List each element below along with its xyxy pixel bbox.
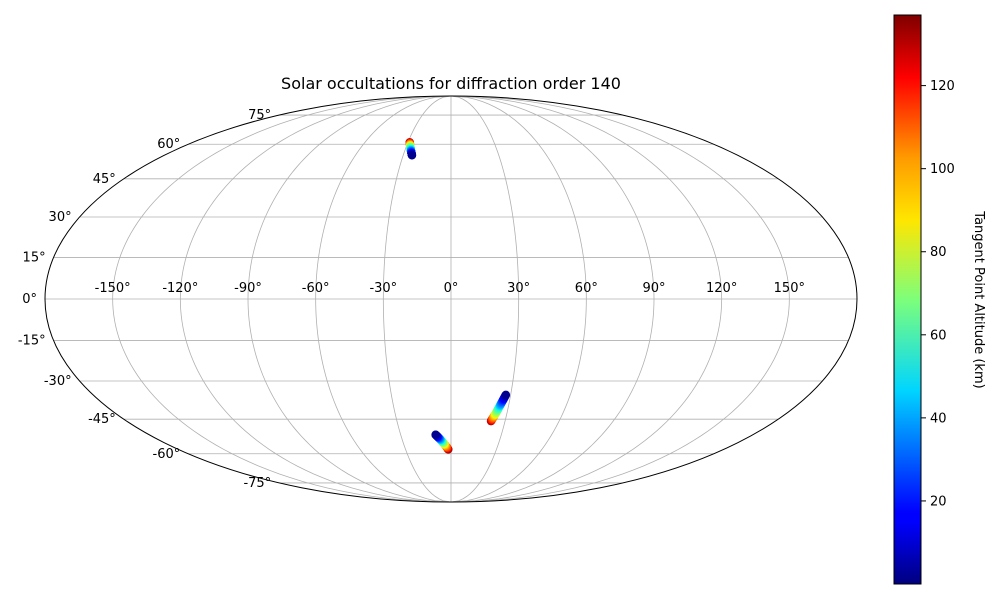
latitude-tick-label: -75°: [243, 476, 271, 491]
latitude-tick-label: 60°: [157, 137, 180, 152]
latitude-tick-labels: -75° -60° -45° -30° -15° 0° 15° 30° 45° 60° 75°: [18, 108, 271, 491]
colorbar-tick-label: 80: [930, 245, 947, 260]
occultation-points: [405, 138, 511, 454]
latitude-tick-label: -15°: [18, 334, 46, 349]
map-boundary: [44, 95, 858, 503]
colorbar-tick-label: 120: [930, 79, 955, 94]
colorbar-label: Tangent Point Altitude (km): [971, 210, 986, 388]
longitude-tick-labels: -150° -120° -90° -60° -30° 0° 30° 60° 90° 120° 150…: [95, 281, 805, 296]
colorbar-tick-label: 60: [930, 328, 947, 343]
colorbar-tick-label: 100: [930, 162, 955, 177]
longitude-tick-label: 60°: [575, 281, 598, 296]
latitude-tick-label: -45°: [88, 412, 116, 427]
longitude-tick-label: -90°: [234, 281, 262, 296]
longitude-tick-label: 90°: [642, 281, 665, 296]
colorbar-ticks: 20 40 60 80 100 120: [921, 79, 955, 509]
latitude-tick-label: 0°: [22, 292, 37, 307]
longitude-tick-label: -150°: [95, 281, 131, 296]
colorbar-tick-label: 40: [930, 411, 947, 426]
latitude-tick-label: 45°: [93, 172, 116, 187]
graticule: [45, 96, 857, 502]
data-point: [407, 151, 417, 160]
longitude-tick-label: -120°: [162, 281, 198, 296]
data-point: [501, 390, 511, 400]
latitude-tick-label: 30°: [49, 210, 72, 225]
longitude-tick-label: 150°: [774, 281, 805, 296]
latitude-tick-label: -30°: [44, 374, 72, 389]
longitude-tick-label: -30°: [369, 281, 397, 296]
longitude-tick-label: -60°: [302, 281, 330, 296]
latitude-tick-label: 75°: [248, 108, 271, 123]
colorbar-tick-label: 20: [930, 494, 947, 509]
longitude-tick-label: 30°: [507, 281, 530, 296]
latitude-tick-label: 15°: [23, 250, 46, 265]
chart-title: Solar occultations for diffraction order…: [281, 74, 621, 93]
longitude-tick-label: 120°: [706, 281, 737, 296]
data-point: [431, 430, 440, 439]
colorbar: [893, 14, 922, 585]
latitude-tick-label: -60°: [153, 447, 181, 462]
longitude-tick-label: 0°: [444, 281, 459, 296]
